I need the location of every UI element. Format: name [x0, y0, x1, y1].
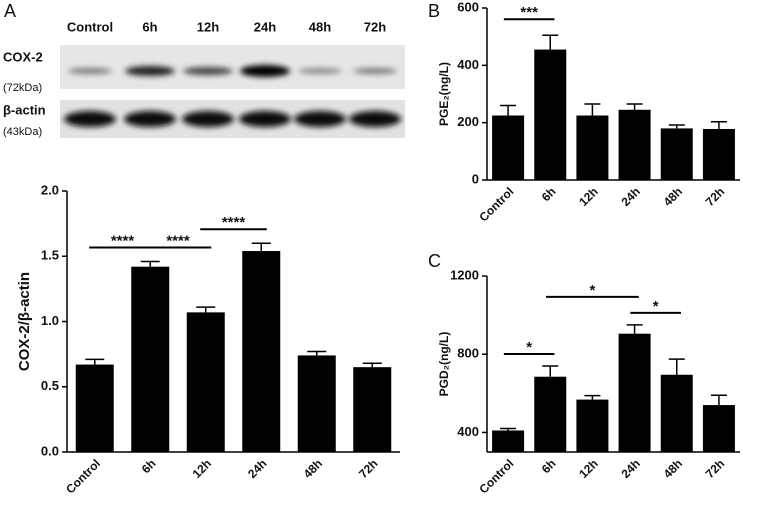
bar — [576, 115, 609, 180]
bar — [702, 128, 735, 180]
bar — [576, 399, 609, 452]
lane-label: 24h — [254, 19, 276, 34]
bar — [534, 49, 567, 180]
significance-label: * — [653, 298, 659, 315]
bar — [660, 128, 693, 180]
x-tick-label: 6h — [139, 456, 159, 476]
bar — [702, 405, 735, 452]
blot-strip — [60, 45, 405, 89]
band — [239, 111, 291, 127]
bar — [618, 333, 651, 452]
blot-row-label: β-actin — [3, 102, 46, 117]
blot — [60, 45, 405, 138]
x-tick-label: Control — [63, 456, 103, 496]
band — [183, 67, 233, 75]
band — [124, 111, 176, 127]
band — [182, 111, 234, 127]
significance-label: * — [589, 282, 595, 299]
y-axis-label: PGE₂(ng/L) — [437, 62, 451, 126]
x-tick-label: 72h — [703, 456, 728, 481]
x-tick-label: 48h — [661, 184, 686, 209]
bar — [131, 266, 170, 452]
x-tick-label: 6h — [539, 456, 559, 476]
x-tick-label: 24h — [618, 184, 643, 209]
y-tick-label: 1.0 — [41, 313, 59, 328]
panel-label: C — [428, 251, 441, 271]
bar — [492, 430, 525, 452]
y-axis-label: COX-2/β-actin — [16, 272, 33, 371]
band — [298, 68, 342, 74]
x-tick-label: 12h — [576, 184, 601, 209]
lane-label: 6h — [142, 19, 157, 34]
panel-label: B — [428, 1, 440, 21]
bar — [660, 374, 693, 452]
band — [125, 66, 175, 76]
x-tick-label: 12h — [190, 456, 215, 481]
x-tick-label: 72h — [356, 456, 381, 481]
bar — [75, 364, 114, 452]
y-tick-label: 1.5 — [41, 248, 59, 263]
x-tick-label: 6h — [539, 184, 559, 204]
band — [240, 65, 290, 77]
bar — [353, 367, 392, 452]
bar — [618, 109, 651, 180]
y-axis-label: PGD₂(ng/L) — [437, 332, 451, 397]
y-tick-label: 800 — [457, 346, 479, 361]
y-tick-label: 1200 — [450, 267, 479, 282]
x-tick-label: Control — [476, 184, 516, 224]
x-tick-label: 48h — [301, 456, 326, 481]
panel-label: A — [4, 1, 16, 21]
y-tick-label: 0.5 — [41, 378, 59, 393]
bar — [242, 251, 281, 452]
lane-label: Control — [67, 19, 113, 34]
blot-weight: (43kDa) — [3, 126, 42, 138]
significance-label: * — [526, 339, 532, 356]
y-tick-label: 400 — [457, 424, 479, 439]
x-tick-label: 48h — [661, 456, 686, 481]
y-tick-label: 2.0 — [41, 182, 59, 197]
x-tick-label: 12h — [576, 456, 601, 481]
significance-label: **** — [222, 214, 246, 231]
y-tick-label: 600 — [457, 0, 479, 14]
band — [64, 111, 116, 127]
x-tick-label: Control — [476, 456, 516, 496]
x-tick-label: 24h — [245, 456, 270, 481]
band — [294, 111, 346, 127]
y-tick-label: 0.0 — [41, 443, 59, 458]
bar — [492, 115, 525, 180]
y-tick-label: 200 — [457, 114, 479, 129]
band — [353, 68, 397, 74]
significance-label: **** — [166, 232, 190, 249]
band — [349, 111, 401, 127]
blot-row-label: COX-2 — [3, 49, 43, 64]
y-tick-label: 400 — [457, 57, 479, 72]
x-tick-label: 72h — [703, 184, 728, 209]
significance-label: **** — [111, 232, 135, 249]
y-tick-label: 0 — [472, 171, 479, 186]
lane-label: 12h — [197, 19, 219, 34]
bar — [534, 376, 567, 452]
blot-weight: (72kDa) — [3, 82, 42, 94]
bar — [186, 312, 225, 452]
lane-label: 72h — [364, 19, 386, 34]
x-tick-label: 24h — [618, 456, 643, 481]
significance-label: *** — [520, 4, 538, 21]
bar — [297, 355, 336, 452]
lane-label: 48h — [309, 19, 331, 34]
band — [68, 68, 112, 74]
